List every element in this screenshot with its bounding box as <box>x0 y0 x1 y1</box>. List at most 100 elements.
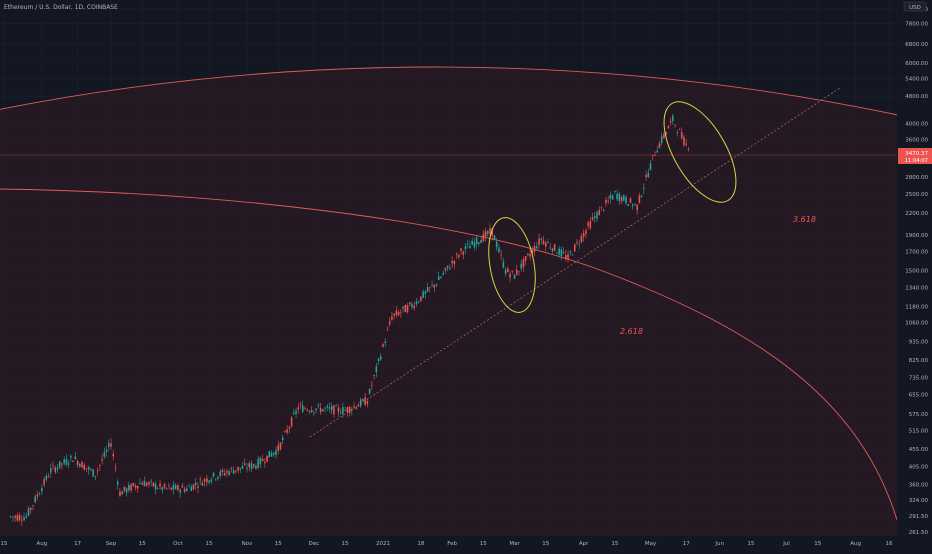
candle-body <box>359 399 362 406</box>
candle <box>272 452 275 458</box>
candle-body <box>402 306 404 309</box>
candle-body <box>431 285 433 286</box>
candle <box>553 243 556 252</box>
candle-body <box>286 429 288 433</box>
candle <box>215 478 217 482</box>
candle-body <box>275 450 277 456</box>
candle-body <box>212 472 215 477</box>
candle <box>270 450 273 458</box>
time-tick-label: Apr <box>579 541 589 547</box>
candle <box>50 463 52 478</box>
candle <box>379 353 382 362</box>
candle-body <box>556 252 558 254</box>
time-axis[interactable] <box>0 536 932 550</box>
candle-body <box>21 519 23 521</box>
candle <box>18 512 21 523</box>
candle <box>105 445 108 457</box>
candle <box>469 240 471 249</box>
candle <box>569 249 572 256</box>
candle-body <box>148 482 150 485</box>
candle <box>616 189 618 202</box>
candle-body <box>531 250 534 254</box>
candle-body <box>179 489 181 493</box>
candle-body <box>36 494 39 497</box>
candle-body <box>406 305 409 313</box>
candle <box>197 482 199 494</box>
candle-body <box>25 516 28 518</box>
candle <box>212 472 215 479</box>
candle-body <box>636 204 638 211</box>
candle-body <box>672 115 674 122</box>
candle-body <box>582 233 585 237</box>
candle-body <box>495 241 498 248</box>
candle <box>475 236 478 250</box>
candle-body <box>23 517 25 521</box>
candle <box>402 306 404 313</box>
candle-body <box>299 404 302 406</box>
candle <box>27 505 30 517</box>
candle-body <box>640 195 643 197</box>
candle-body <box>618 193 621 201</box>
candle-body <box>199 479 201 481</box>
candle <box>540 236 543 245</box>
price-axis[interactable] <box>897 0 932 550</box>
candle <box>625 194 627 206</box>
price-tick-label: 5400.00 <box>905 77 928 83</box>
candle-body <box>573 244 576 252</box>
candle-body <box>375 366 378 373</box>
candle-body <box>357 405 360 407</box>
candle-body <box>339 412 342 414</box>
candle-body <box>585 230 587 235</box>
candle <box>558 245 560 258</box>
time-tick-label: 15 <box>611 541 618 547</box>
candle <box>422 289 424 299</box>
candle-body <box>386 329 389 331</box>
candle-body <box>502 261 505 268</box>
candle-body <box>295 410 297 414</box>
candle <box>47 472 50 478</box>
time-tick-label: 15 <box>1 541 8 547</box>
fib-circle-fill <box>0 67 897 537</box>
candle-body <box>92 469 94 477</box>
currency-badge[interactable] <box>903 1 927 12</box>
candle <box>56 464 59 474</box>
candle <box>119 487 121 497</box>
candle-body <box>243 463 246 465</box>
candle-body <box>319 407 322 413</box>
candle <box>500 249 502 261</box>
time-tick-label: May <box>645 541 657 547</box>
candle <box>667 124 670 129</box>
candle <box>174 483 177 490</box>
candle <box>85 467 88 473</box>
candle-body <box>45 475 48 480</box>
candle <box>94 475 97 481</box>
candle <box>226 468 228 478</box>
candle <box>404 304 407 313</box>
price-tick-label: 4800.00 <box>905 94 928 100</box>
candle <box>128 481 130 493</box>
candle <box>527 252 529 257</box>
candle <box>172 480 175 495</box>
candle-body <box>67 463 70 465</box>
candle <box>453 260 456 270</box>
candle <box>355 406 358 410</box>
candle-body <box>58 461 61 468</box>
candle <box>165 487 168 491</box>
candle-body <box>159 483 161 487</box>
candle <box>150 478 152 487</box>
candle-body <box>683 136 685 146</box>
candle <box>315 408 317 414</box>
candle <box>161 486 164 494</box>
candle <box>21 514 23 527</box>
candle-body <box>527 253 529 256</box>
candle-body <box>161 487 164 490</box>
candle-body <box>103 452 106 457</box>
candle <box>420 296 422 303</box>
candle-body <box>29 507 32 510</box>
candle <box>663 132 665 140</box>
time-tick-label: 15 <box>206 541 213 547</box>
candle <box>585 228 587 239</box>
candle <box>14 514 16 522</box>
